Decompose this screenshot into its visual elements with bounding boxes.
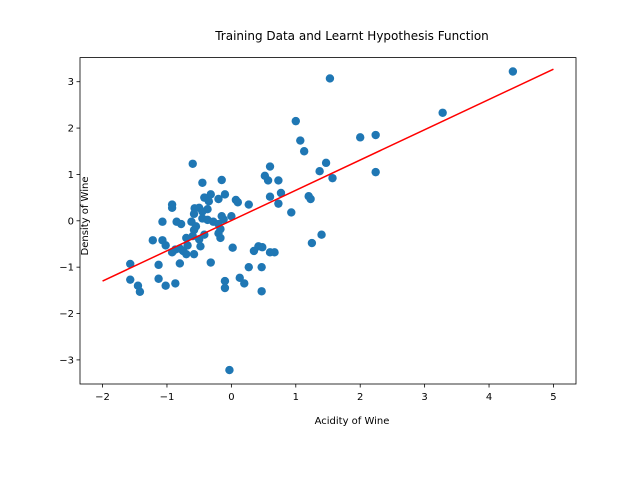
data-point [196, 242, 205, 251]
data-point [270, 248, 279, 257]
data-point [265, 162, 275, 171]
data-point [220, 276, 230, 286]
data-point [206, 258, 215, 267]
hypothesis-line-layer [102, 68, 554, 282]
y-tick-label: −2 [59, 309, 74, 320]
x-tick-label: 4 [486, 392, 492, 403]
data-point [233, 198, 243, 207]
data-point [317, 230, 326, 239]
data-point [189, 249, 199, 259]
data-point [306, 194, 315, 204]
data-point [244, 262, 253, 272]
data-point [291, 116, 300, 126]
data-point [244, 200, 253, 209]
data-point [167, 203, 177, 213]
y-axis-label: Density of Wine [80, 177, 91, 256]
data-point [258, 243, 267, 252]
data-point [158, 217, 167, 226]
data-point [188, 159, 197, 168]
data-point [299, 147, 309, 156]
x-tick-label: 0 [228, 392, 234, 403]
x-tick-label: 3 [421, 392, 427, 403]
data-point [126, 275, 135, 284]
data-point [227, 211, 236, 221]
data-point [371, 130, 380, 140]
plot-area [80, 57, 576, 384]
data-point [175, 259, 185, 268]
data-point [276, 188, 286, 198]
data-point [220, 190, 230, 199]
y-tick-label: −3 [59, 355, 74, 366]
chart-title: Training Data and Learnt Hypothesis Func… [214, 29, 489, 43]
y-axis-ticks: −3 −2 −1 0 1 2 3 [59, 77, 80, 366]
data-point [235, 273, 244, 283]
data-point [325, 74, 335, 83]
data-point [257, 287, 266, 296]
data-point [161, 281, 170, 290]
data-point [182, 249, 191, 259]
x-tick-label: 2 [357, 392, 363, 403]
data-point [508, 67, 518, 76]
data-point [126, 259, 135, 269]
data-point [228, 243, 237, 252]
data-point [214, 194, 223, 204]
x-tick-label: 1 [293, 392, 299, 403]
data-point [249, 246, 259, 256]
data-point [371, 167, 380, 177]
y-tick-label: 1 [68, 170, 74, 181]
hypothesis-line [102, 68, 554, 282]
data-point [189, 209, 199, 219]
scatter-points [126, 67, 518, 375]
data-point [263, 176, 273, 185]
data-point [296, 136, 305, 145]
data-point [176, 219, 186, 229]
data-point [356, 133, 365, 142]
y-tick-label: 2 [68, 124, 74, 135]
data-point [265, 192, 275, 201]
data-point [198, 178, 207, 187]
data-point [154, 260, 163, 270]
data-point [225, 365, 234, 375]
x-axis-ticks: −2 −1 0 1 2 3 4 5 [95, 384, 557, 403]
data-point [240, 279, 249, 288]
y-tick-label: 0 [68, 216, 74, 227]
data-point [220, 283, 230, 293]
data-point [167, 248, 177, 257]
data-point [274, 176, 283, 185]
data-point [307, 238, 317, 248]
x-tick-label: −2 [95, 392, 110, 403]
data-point [198, 207, 207, 216]
data-point [217, 175, 226, 185]
x-tick-label: 5 [550, 392, 556, 403]
y-tick-label: 3 [68, 77, 74, 88]
data-point [216, 233, 225, 243]
data-point [206, 190, 215, 199]
data-point [135, 287, 145, 296]
data-point [287, 208, 296, 217]
data-point [204, 197, 214, 206]
x-tick-label: −1 [160, 392, 175, 403]
data-point [274, 199, 283, 208]
data-point [328, 173, 337, 183]
data-point [257, 262, 266, 272]
data-point [315, 166, 324, 176]
data-point [438, 108, 447, 117]
data-point [183, 241, 192, 250]
x-axis-label: Acidity of Wine [315, 416, 390, 427]
y-tick-label: −1 [59, 263, 74, 274]
data-point [154, 274, 163, 283]
data-point [148, 236, 157, 245]
data-point [171, 279, 180, 288]
data-point [161, 241, 170, 250]
data-point [321, 158, 331, 168]
